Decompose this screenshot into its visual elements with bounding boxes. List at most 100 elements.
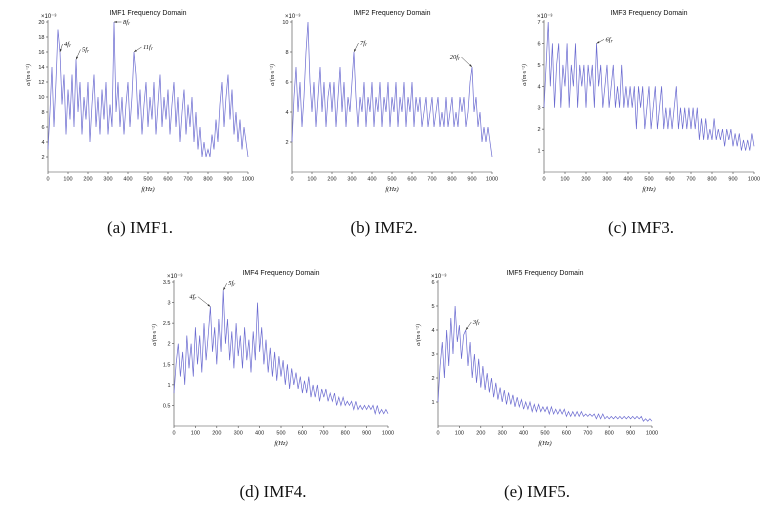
spectrum-line	[47, 21, 249, 158]
y-tick-label: 4	[431, 328, 434, 334]
x-tick-label: 0	[436, 431, 439, 437]
annotation-arrowhead	[465, 327, 469, 330]
x-tick-label: 300	[498, 431, 507, 437]
y-tick-label: 3	[167, 301, 170, 307]
x-axis-label: f(Hz)	[385, 186, 399, 193]
x-tick-label: 400	[623, 177, 632, 183]
y-tick-label: 18	[38, 35, 44, 41]
x-tick-label: 900	[467, 177, 476, 183]
chart-title: IMF1 Frequency Domain	[109, 10, 187, 17]
y-tick-label: 6	[537, 41, 540, 47]
annotation-label: 4fr	[189, 294, 196, 302]
x-tick-label: 800	[605, 431, 614, 437]
x-tick-label: 1000	[748, 177, 760, 183]
y-tick-label: 12	[38, 80, 44, 86]
x-tick-label: 700	[183, 177, 192, 183]
x-tick-label: 900	[223, 177, 232, 183]
y-tick-label: 2	[537, 127, 540, 133]
x-tick-label: 900	[362, 431, 371, 437]
chart-title: IMF5 Frequency Domain	[506, 270, 584, 277]
x-tick-label: 0	[172, 431, 175, 437]
annotation-arrowhead	[207, 304, 211, 307]
annotation-arrowhead	[469, 64, 472, 67]
y-tick-label: 10	[38, 95, 44, 101]
x-tick-label: 600	[298, 431, 307, 437]
y-tick-label: 1	[537, 149, 540, 155]
annotation-arrowhead	[76, 56, 79, 60]
y-tick-label: 1.5	[163, 362, 171, 368]
annotation-label: 3fr	[472, 319, 480, 327]
x-tick-label: 600	[562, 431, 571, 437]
caption-imf3: (c) IMF3.	[607, 218, 675, 237]
annotation-arrowhead	[134, 49, 137, 52]
x-tick-label: 300	[103, 177, 112, 183]
spectrum-line	[291, 21, 493, 158]
y-tick-label: 20	[38, 20, 44, 26]
caption-imf1: (a) IMF1.	[106, 218, 174, 237]
y-axis-exponent: ×10⁻³	[537, 14, 553, 20]
x-tick-label: 700	[319, 431, 328, 437]
spectrum-line	[543, 21, 755, 151]
x-tick-label: 600	[163, 177, 172, 183]
annotation-label: 11fr	[143, 44, 153, 52]
spectrum-line	[173, 290, 389, 416]
x-tick-label: 200	[476, 431, 485, 437]
x-tick-label: 600	[665, 177, 674, 183]
chart-title: IMF3 Frequency Domain	[610, 10, 688, 17]
y-tick-label: 2	[285, 140, 288, 146]
x-tick-label: 400	[123, 177, 132, 183]
y-tick-label: 5	[537, 63, 540, 69]
x-tick-label: 800	[203, 177, 212, 183]
x-tick-label: 800	[707, 177, 716, 183]
x-tick-label: 700	[427, 177, 436, 183]
x-tick-label: 100	[455, 431, 464, 437]
x-tick-label: 500	[143, 177, 152, 183]
annotation-label: 20fr	[450, 54, 460, 62]
x-tick-label: 100	[307, 177, 316, 183]
y-tick-label: 16	[38, 50, 44, 56]
x-axis-label: f(Hz)	[538, 440, 552, 447]
caption-imf4: (d) IMF4.	[239, 482, 307, 501]
y-tick-label: 7	[537, 20, 540, 26]
annotation-label: 8fr	[123, 19, 130, 27]
annotation-label: 4fr	[64, 41, 71, 49]
y-axis-exponent: ×10⁻³	[41, 14, 57, 20]
y-tick-label: 6	[431, 280, 434, 286]
annotation-label: 7fr	[360, 40, 367, 48]
x-tick-label: 100	[560, 177, 569, 183]
x-tick-label: 0	[46, 177, 49, 183]
x-tick-label: 800	[447, 177, 456, 183]
x-tick-label: 300	[234, 431, 243, 437]
y-tick-label: 8	[41, 110, 44, 116]
x-tick-label: 100	[191, 431, 200, 437]
x-tick-label: 500	[387, 177, 396, 183]
y-axis-exponent: ×10⁻³	[167, 274, 183, 280]
x-tick-label: 200	[212, 431, 221, 437]
x-axis-label: f(Hz)	[642, 186, 656, 193]
x-tick-label: 400	[367, 177, 376, 183]
annotation-arrowhead	[354, 49, 357, 52]
x-tick-label: 400	[519, 431, 528, 437]
x-tick-label: 900	[626, 431, 635, 437]
x-tick-label: 1000	[486, 177, 498, 183]
caption-imf2: (b) IMF2.	[350, 218, 418, 237]
annotation-label: 5fr	[82, 47, 89, 55]
x-tick-label: 500	[644, 177, 653, 183]
y-tick-label: 10	[282, 20, 288, 26]
plot-area-imf5: 1 2 3 4 5 6 0 100 200 300 400 500 600 700 800 900 1000 3f…	[431, 280, 658, 437]
spectrum-line	[437, 305, 653, 422]
x-tick-label: 700	[583, 431, 592, 437]
x-axis-label: f(Hz)	[141, 186, 155, 193]
y-tick-label: 3	[537, 106, 540, 112]
y-tick-label: 1	[431, 400, 434, 406]
x-tick-label: 400	[255, 431, 264, 437]
y-tick-label: 2.5	[163, 321, 171, 327]
y-tick-label: 2	[167, 342, 170, 348]
annotation-arrowhead	[596, 41, 600, 44]
y-tick-label: 3	[431, 352, 434, 358]
y-tick-label: 6	[285, 80, 288, 86]
